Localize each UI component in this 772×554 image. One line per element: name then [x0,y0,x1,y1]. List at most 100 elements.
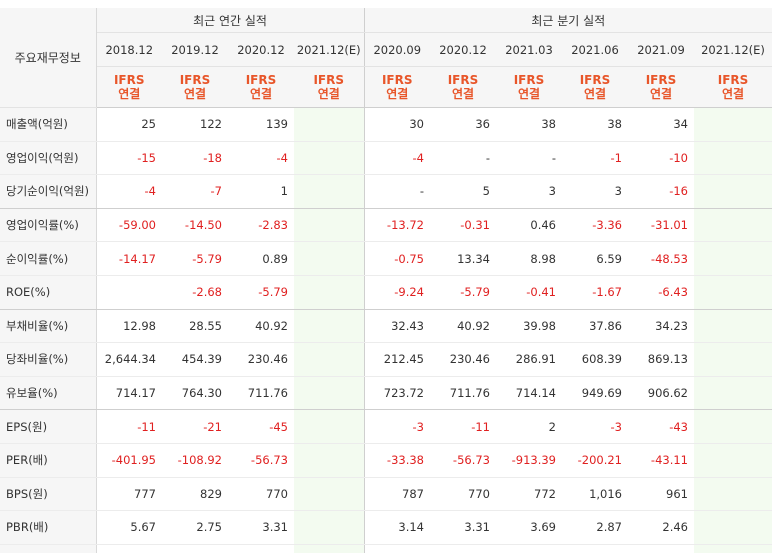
consolidated-label: 연결 [249,87,273,101]
table-cell: 230.46 [228,342,294,377]
table-cell [694,544,772,553]
table-cell: 3.31 [228,510,294,545]
period-header: 2021.12(E) [294,32,365,67]
table-cell: -18 [162,141,228,176]
accounting-standard-header: IFRS 연결 [694,66,772,108]
table-cell: 714.17 [96,376,162,411]
consolidated-label: 연결 [583,87,607,101]
table-row: EPS(원) -11 -21 -45 -3 -11 2 -3 -43 [0,409,772,444]
table-cell [294,342,365,377]
table-cell: 714.14 [496,376,562,411]
table-cell [694,141,772,176]
table-cell: -11 [96,409,162,444]
row-label: BPS(원) [0,477,97,512]
row-label: ROE(%) [0,275,97,310]
table-cell: -0.31 [430,208,496,243]
table-cell: -33.38 [364,443,430,478]
row-label: 부채비율(%) [0,309,97,344]
table-cell [294,309,365,344]
table-cell: 1 [228,174,294,209]
ifrs-label: IFRS [179,73,211,87]
table-cell: -2.68 [162,275,228,310]
ifrs-label: IFRS [579,73,611,87]
consolidated-label: 연결 [517,87,541,101]
table-cell: 30 [364,107,430,142]
table-cell: 2 [496,409,562,444]
table-cell: -1 [562,141,628,176]
table-cell [694,174,772,209]
row-label: 당기순이익(억원) [0,174,97,209]
table-cell: -0.75 [364,241,430,276]
ifrs-label: IFRS [513,73,545,87]
table-cell: 37.86 [562,309,628,344]
table-cell: -15 [96,141,162,176]
table-cell [694,477,772,512]
table-cell: -4 [364,141,430,176]
table-cell [294,141,365,176]
table-cell: 2.75 [162,510,228,545]
consolidated-label: 연결 [118,87,141,101]
table-cell: 122 [162,107,228,142]
table-cell: -45 [228,409,294,444]
table-cell: - [430,141,496,176]
table-cell: 0.89 [228,241,294,276]
table-cell: 25 [96,107,162,142]
table-row: 유보율(%) 714.17 764.30 711.76 723.72 711.76 714.… [0,376,772,411]
row-label: PER(배) [0,443,97,478]
table-cell: - [496,141,562,176]
table-cell: 6.59 [562,241,628,276]
table-cell: 32.43 [364,309,430,344]
table-cell: -14.17 [96,241,162,276]
table-row: 매출액(억원) 25 122 139 30 36 38 38 34 [0,107,772,142]
table-cell: 39.98 [496,309,562,344]
accounting-standard-header: IFRS 연결 [496,66,562,108]
table-cell: -14.50 [162,208,228,243]
table-cell: 608.39 [562,342,628,377]
table-cell: -3 [364,409,430,444]
table-cell: -10 [628,141,694,176]
table-cell: -13.72 [364,208,430,243]
table-cell: 3.31 [430,510,496,545]
table-cell: 772 [496,477,562,512]
accounting-standard-header: IFRS 연결 [628,66,694,108]
table-cell: 230.46 [430,342,496,377]
ifrs-label: IFRS [717,73,749,87]
table-cell: 13.34 [430,241,496,276]
row-label: EPS(원) [0,409,97,444]
table-cell: -3 [562,409,628,444]
ifrs-label: IFRS [245,73,277,87]
table-cell [694,376,772,411]
table-cell: -56.73 [430,443,496,478]
table-row: PER(배) -401.95 -108.92 -56.73 -33.38 -56.73 -9… [0,443,772,478]
table-cell: -4 [96,174,162,209]
table-cell: 829 [162,477,228,512]
consolidated-label: 연결 [649,87,673,101]
ifrs-label: IFRS [447,73,479,87]
period-header: 2021.03 [496,32,562,67]
table-cell [694,208,772,243]
row-label: 순이익률(%) [0,241,97,276]
table-row: PBR(배) 5.67 2.75 3.31 3.14 3.31 3.69 2.87 2.46 [0,510,772,545]
table-cell: -7 [162,174,228,209]
table-cell [228,544,294,553]
quarter-section-title: 최근 분기 실적 [364,8,772,33]
table-cell: 286.91 [496,342,562,377]
table-cell: - [364,174,430,209]
table-cell: 787 [364,477,430,512]
consolidated-label: 연결 [386,87,409,101]
table-cell: 2,644.34 [96,342,162,377]
row-label-header: 주요재무정보 [0,8,97,108]
table-cell: 869.13 [628,342,694,377]
table-cell [294,409,365,444]
row-label: 유보율(%) [0,376,97,411]
table-cell [294,376,365,411]
period-header: 2021.09 [628,32,694,67]
table-cell [694,241,772,276]
accounting-standard-header: IFRS 연결 [430,66,496,108]
table-row: BPS(원) 777 829 770 787 770 772 1,016 961 [0,477,772,512]
table-cell: 711.76 [228,376,294,411]
table-cell: -56.73 [228,443,294,478]
table-cell [694,309,772,344]
table-cell [694,443,772,478]
table-cell: -31.01 [628,208,694,243]
